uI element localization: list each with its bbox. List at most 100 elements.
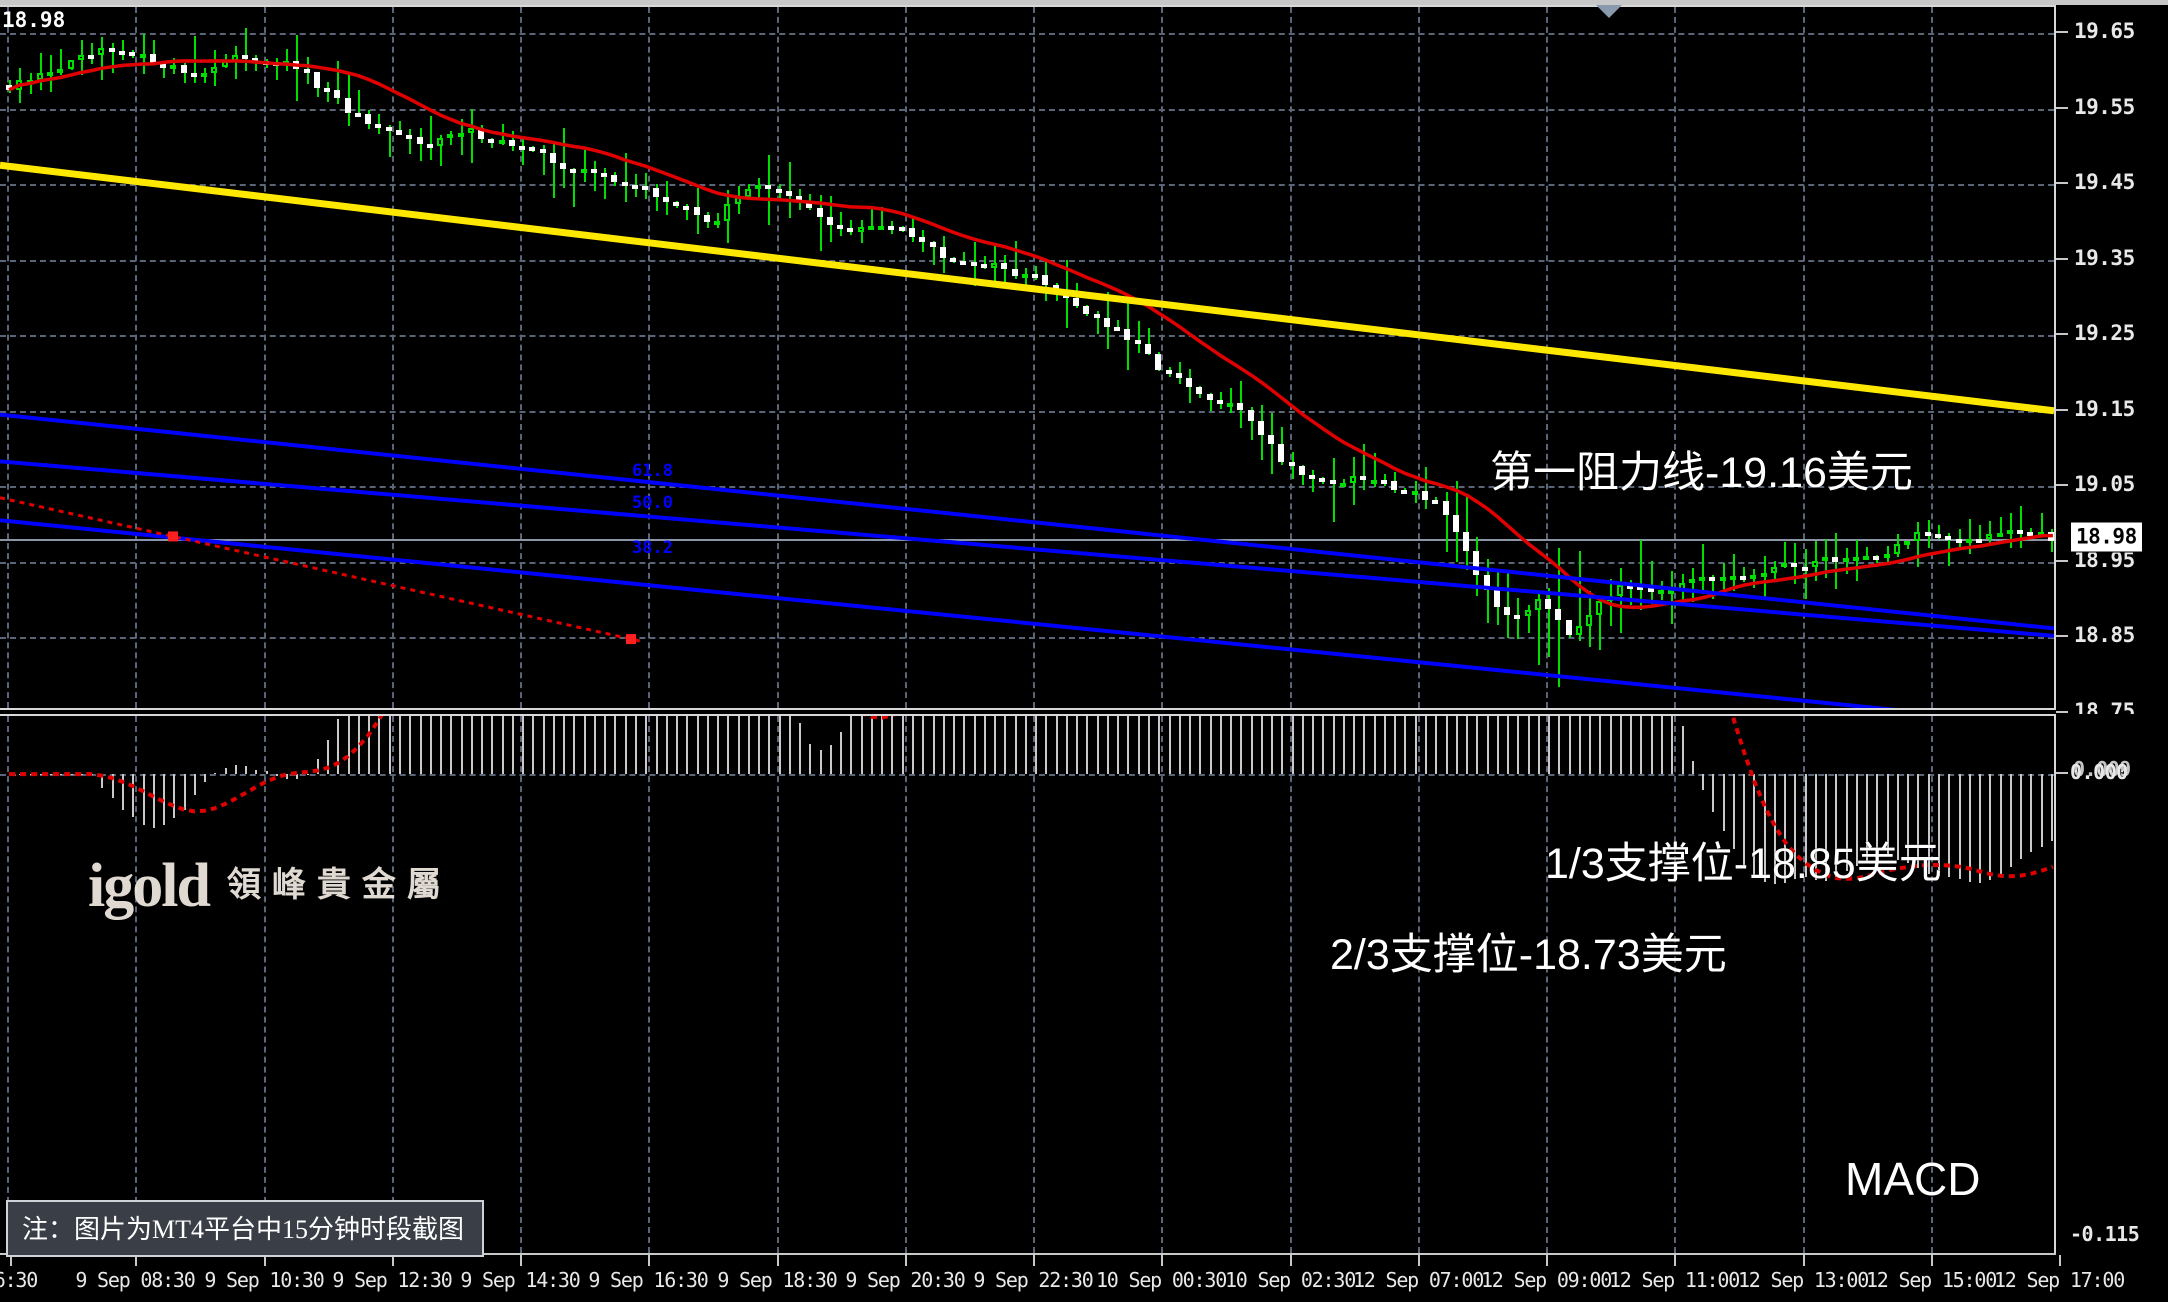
time-axis-tick xyxy=(1033,1255,1035,1266)
candlestick xyxy=(314,72,320,88)
time-axis-label: 10 Sep 02:30 xyxy=(1224,1268,1356,1292)
candlestick xyxy=(222,61,228,67)
price-gridline-horizontal xyxy=(0,335,2054,338)
chart-scroll-marker-icon[interactable] xyxy=(1596,5,1622,18)
current-price-line xyxy=(0,539,2054,542)
candlestick xyxy=(1648,588,1654,593)
candlestick xyxy=(1925,532,1931,537)
macd-histogram-bar xyxy=(1138,716,1140,775)
price-gridline-vertical xyxy=(1290,7,1292,708)
price-chart-pane[interactable]: 61.8 50.0 38.2 xyxy=(0,5,2056,710)
candle-wick xyxy=(1487,558,1489,623)
macd-histogram-bar xyxy=(1251,716,1253,775)
candle-wick xyxy=(1805,549,1807,599)
macd-histogram-bar xyxy=(943,716,945,775)
candlestick xyxy=(1360,476,1366,481)
macd-histogram-bar xyxy=(748,716,750,775)
macd-histogram-bar xyxy=(122,774,124,810)
candlestick xyxy=(1750,574,1756,579)
time-axis[interactable]: 06:30 9 Sep 08:30 9 Sep 10:30 9 Sep 12:30 9 … xyxy=(0,1255,2168,1302)
time-axis-tick xyxy=(1290,1255,1292,1266)
macd-histogram-bar xyxy=(963,716,965,775)
candlestick xyxy=(1555,608,1561,620)
price-axis-tick xyxy=(2056,182,2068,185)
macd-histogram-bar xyxy=(604,716,606,775)
macd-histogram-bar xyxy=(635,716,637,775)
candlestick xyxy=(1771,567,1777,573)
time-axis-label: 9 Sep 10:30 xyxy=(204,1268,324,1292)
macd-histogram-bar xyxy=(676,716,678,775)
macd-histogram-bar xyxy=(1702,774,1704,791)
candlestick xyxy=(960,260,966,265)
candlestick xyxy=(201,73,207,78)
candlestick xyxy=(1668,589,1674,594)
macd-plot-area[interactable] xyxy=(0,716,2054,1253)
macd-histogram-bar xyxy=(881,716,883,775)
candlestick xyxy=(550,152,556,163)
macd-histogram-bar xyxy=(1497,716,1499,775)
macd-histogram-bar xyxy=(1045,716,1047,775)
price-axis[interactable]: 19.65 19.55 19.45 19.35 19.25 19.15 19.05 18.95… xyxy=(2056,5,2168,723)
candle-wick xyxy=(143,33,145,74)
candlestick xyxy=(694,206,700,216)
candlestick xyxy=(1884,553,1890,558)
candlestick xyxy=(1299,466,1305,475)
candlestick xyxy=(396,129,402,135)
candle-wick xyxy=(594,160,596,191)
macd-histogram-bar xyxy=(1630,716,1632,775)
price-plot-area[interactable]: 61.8 50.0 38.2 xyxy=(0,7,2054,708)
price-gridline-vertical xyxy=(1931,7,1933,708)
macd-histogram-bar xyxy=(707,716,709,775)
time-axis-label: 9 Sep 22:30 xyxy=(973,1268,1093,1292)
macd-histogram-bar xyxy=(491,716,493,775)
macd-histogram-bar xyxy=(1599,716,1601,775)
macd-gridline-vertical xyxy=(777,716,779,1253)
macd-histogram-bar xyxy=(789,716,791,775)
macd-histogram-bar xyxy=(1610,716,1612,775)
candlestick xyxy=(1761,572,1767,577)
macd-histogram-bar xyxy=(389,716,391,775)
macd-axis-tick-zero xyxy=(2056,772,2068,775)
macd-histogram-bar xyxy=(153,774,155,829)
candlestick xyxy=(447,133,453,139)
candlestick xyxy=(1330,480,1336,485)
macd-histogram-bar xyxy=(532,716,534,775)
macd-histogram-bar xyxy=(1558,716,1560,775)
macd-indicator-pane[interactable] xyxy=(0,714,2056,1255)
trendline-anchor-marker[interactable] xyxy=(626,634,637,645)
candlestick xyxy=(160,62,166,68)
price-gridline-horizontal xyxy=(0,33,2054,35)
candlestick xyxy=(1494,589,1500,607)
candlestick xyxy=(1319,477,1325,482)
macd-histogram-bar xyxy=(922,716,924,775)
price-axis-tick xyxy=(2056,711,2068,713)
macd-histogram-bar xyxy=(1004,716,1006,775)
macd-histogram-bar xyxy=(666,716,668,775)
price-gridline-vertical xyxy=(520,7,522,708)
macd-histogram-bar xyxy=(461,716,463,775)
candlestick xyxy=(27,80,33,85)
candle-wick xyxy=(1312,469,1314,492)
candlestick xyxy=(1166,369,1172,374)
candlestick xyxy=(991,262,997,268)
macd-histogram-bar xyxy=(830,744,832,775)
candlestick xyxy=(1186,377,1192,388)
macd-histogram-bar xyxy=(912,716,914,775)
candle-wick xyxy=(563,128,565,189)
macd-axis[interactable]: 0.000 0.009 -0.115 xyxy=(2056,714,2168,1255)
fib-level-label-61-8: 61.8 xyxy=(632,461,673,482)
price-axis-tick xyxy=(2056,408,2068,411)
candlestick xyxy=(806,200,812,208)
candlestick xyxy=(273,62,279,67)
macd-histogram-bar xyxy=(502,716,504,775)
candle-wick xyxy=(625,152,627,203)
candlestick xyxy=(570,169,576,174)
macd-histogram-bar xyxy=(194,774,196,795)
macd-histogram-bar xyxy=(1579,716,1581,775)
macd-histogram-bar xyxy=(809,744,811,775)
macd-histogram-bar xyxy=(440,716,442,775)
candle-wick xyxy=(820,194,822,252)
macd-histogram-bar xyxy=(1261,716,1263,775)
candlestick xyxy=(2017,529,2023,534)
